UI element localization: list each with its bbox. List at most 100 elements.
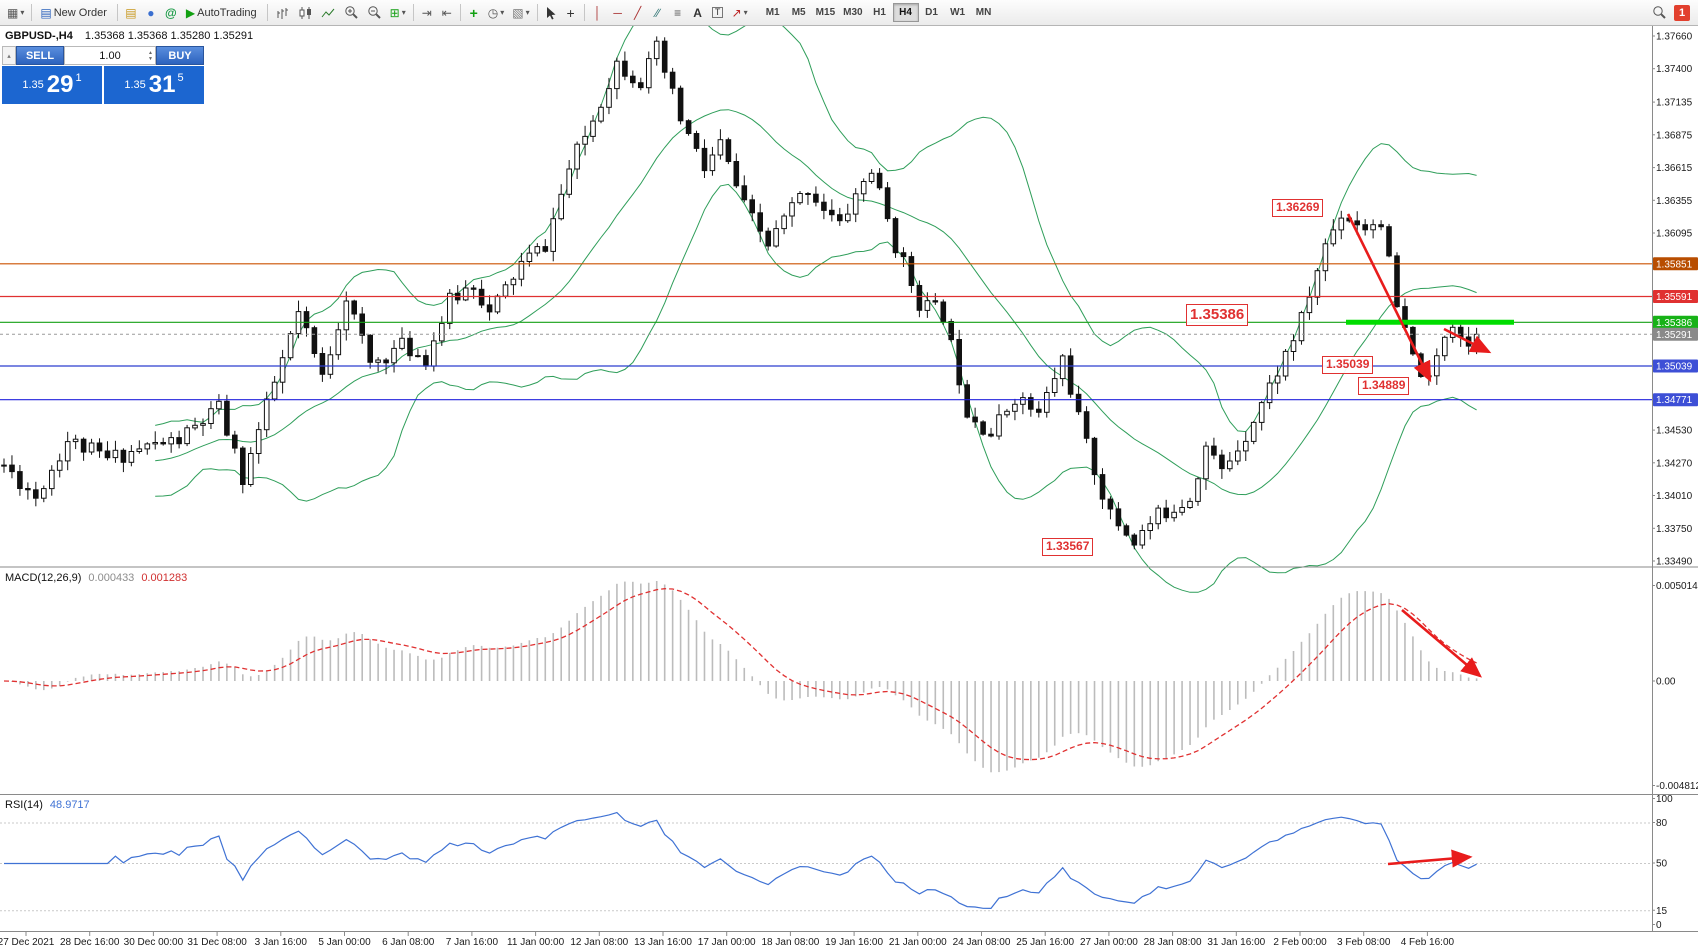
time-axis-label: 6 Jan 08:00: [382, 937, 435, 948]
zoom-out-button[interactable]: [363, 3, 386, 23]
vertical-line-button[interactable]: │: [588, 3, 608, 23]
rsi-axis-label: 100: [1656, 794, 1673, 805]
crosshair-button[interactable]: +: [561, 3, 581, 23]
price-axis-level-tag: [1653, 393, 1698, 407]
clock-icon: ◷: [487, 5, 499, 20]
price-axis-label: 1.36355: [1656, 196, 1693, 207]
text-tool-button[interactable]: A: [688, 3, 708, 23]
trend-arrow[interactable]: [1346, 213, 1432, 383]
buy-button-small[interactable]: BUY: [156, 46, 204, 65]
price-axis-level-tag: [1653, 257, 1698, 271]
macd-axis-label: -0.004812: [1656, 781, 1698, 792]
new-order-icon: ▤: [40, 5, 52, 20]
macd-main-value: 0.000433: [88, 572, 135, 584]
volume-stepper[interactable]: ▲ ▼: [148, 48, 153, 63]
templates-button[interactable]: ▧ ▾: [508, 3, 533, 23]
new-order-button[interactable]: ▤ New Order: [35, 3, 114, 23]
timeframe-m30-button[interactable]: M30: [839, 3, 866, 22]
trend-arrow[interactable]: [1401, 609, 1482, 678]
time-axis-label: 4 Feb 16:00: [1401, 937, 1455, 948]
community-icon: @: [165, 5, 177, 20]
volume-value: 1.00: [99, 49, 121, 62]
spin-down-icon[interactable]: ▼: [148, 55, 153, 62]
cursor-button[interactable]: [541, 3, 561, 23]
annotation-price-tag[interactable]: 1.34889: [1358, 377, 1410, 395]
time-axis-label: 19 Jan 16:00: [825, 937, 883, 948]
rsi-axis-label: 50: [1656, 859, 1668, 870]
timeframe-mn-button[interactable]: MN: [971, 3, 997, 22]
trend-arrow[interactable]: [1443, 327, 1492, 354]
arrow-tool-icon: ↗: [731, 5, 742, 20]
macd-signal-value: 0.001283: [141, 572, 188, 584]
sell-price-button[interactable]: 1.35 29 1: [2, 66, 102, 104]
time-axis-label: 11 Jan 00:00: [507, 937, 565, 948]
time-axis-label: 31 Dec 08:00: [187, 937, 247, 948]
timeframe-d1-button[interactable]: D1: [919, 3, 945, 22]
time-axis-label: 17 Jan 00:00: [698, 937, 756, 948]
toolbar-separator: [31, 4, 33, 21]
buy-price-big: 31: [148, 71, 176, 99]
timeframe-m15-button[interactable]: M15: [812, 3, 839, 22]
indicators-button[interactable]: +: [464, 3, 484, 23]
arrows-tool-button[interactable]: ↗ ▾: [728, 3, 752, 23]
time-axis-label: 24 Jan 08:00: [953, 937, 1011, 948]
time-axis-label: 18 Jan 08:00: [761, 937, 819, 948]
buy-price-prefix: 1.35: [124, 79, 146, 91]
spin-up-icon[interactable]: ▲: [148, 49, 153, 56]
sell-button-small[interactable]: SELL: [16, 46, 64, 65]
line-chart-button[interactable]: [317, 3, 340, 23]
chevron-down-icon: ▾: [500, 7, 505, 17]
annotation-price-tag[interactable]: 1.36269: [1272, 199, 1324, 217]
price-axis-label: 1.34530: [1656, 426, 1693, 437]
sell-price-sup: 1: [75, 72, 82, 84]
toolbar-separator: [412, 4, 414, 21]
bollinger-upper-band: [155, 0, 1477, 433]
timeframe-m1-button[interactable]: M1: [760, 3, 786, 22]
text-label-icon: T: [711, 7, 724, 18]
periods-button[interactable]: ◷ ▾: [484, 3, 509, 23]
notification-badge[interactable]: 1: [1674, 4, 1690, 21]
one-click-collapse-button[interactable]: ▴: [2, 46, 16, 65]
rsi-label: RSI(14) 48.9717: [5, 799, 90, 811]
price-axis-label: 1.37400: [1656, 64, 1693, 75]
volume-input[interactable]: 1.00 ▲ ▼: [64, 46, 156, 65]
new-chart-button[interactable]: ▦ ▾: [3, 3, 28, 23]
price-axis-label: 1.34010: [1656, 491, 1693, 502]
timeframe-w1-button[interactable]: W1: [945, 3, 971, 22]
time-axis-label: 27 Dec 2021: [0, 937, 55, 948]
fibonacci-button[interactable]: ≡: [668, 3, 688, 23]
community-button[interactable]: @: [161, 3, 181, 23]
timeframe-group: M1 M5 M15 M30 H1 H4 D1 W1 MN: [760, 3, 997, 22]
tile-windows-button[interactable]: ⊞ ▾: [386, 3, 410, 23]
chart-shift-button[interactable]: ⇤: [437, 3, 457, 23]
text-label-button[interactable]: T: [708, 3, 728, 23]
rsi-axis-label: 80: [1656, 818, 1668, 829]
candlestick-chart-button[interactable]: [294, 3, 317, 23]
symbol-name: GBPUSD-,H4: [5, 30, 73, 42]
annotation-price-tag[interactable]: 1.35039: [1322, 356, 1374, 374]
profile-button[interactable]: ●: [141, 3, 161, 23]
toolbar-separator: [459, 4, 461, 21]
fibonacci-icon: ≡: [674, 5, 682, 20]
text-tool-icon: A: [693, 5, 702, 20]
channel-button[interactable]: ∕∕: [648, 3, 668, 23]
timeframe-h4-button[interactable]: H4: [892, 3, 919, 22]
timeframe-h1-button[interactable]: H1: [867, 3, 893, 22]
zoom-in-button[interactable]: [340, 3, 363, 23]
price-axis-level-tag-text: 1.34771: [1656, 395, 1693, 406]
bar-chart-button[interactable]: [271, 3, 294, 23]
market-button[interactable]: ▤: [121, 3, 141, 23]
autotrading-button[interactable]: ▶ AutoTrading: [181, 3, 264, 23]
search-button[interactable]: [1648, 3, 1671, 23]
annotation-price-tag[interactable]: 1.33567: [1042, 538, 1094, 556]
horizontal-line-button[interactable]: ─: [608, 3, 628, 23]
buy-price-button[interactable]: 1.35 31 5: [104, 66, 204, 104]
trend-arrow[interactable]: [1387, 849, 1473, 868]
trendline-button[interactable]: ╱: [628, 3, 648, 23]
price-axis-label: 1.37135: [1656, 98, 1693, 109]
annotation-price-tag[interactable]: 1.35386: [1186, 304, 1249, 326]
auto-scroll-button[interactable]: ⇥: [417, 3, 437, 23]
timeframe-m5-button[interactable]: M5: [786, 3, 812, 22]
chevron-down-icon: ▾: [743, 7, 748, 17]
